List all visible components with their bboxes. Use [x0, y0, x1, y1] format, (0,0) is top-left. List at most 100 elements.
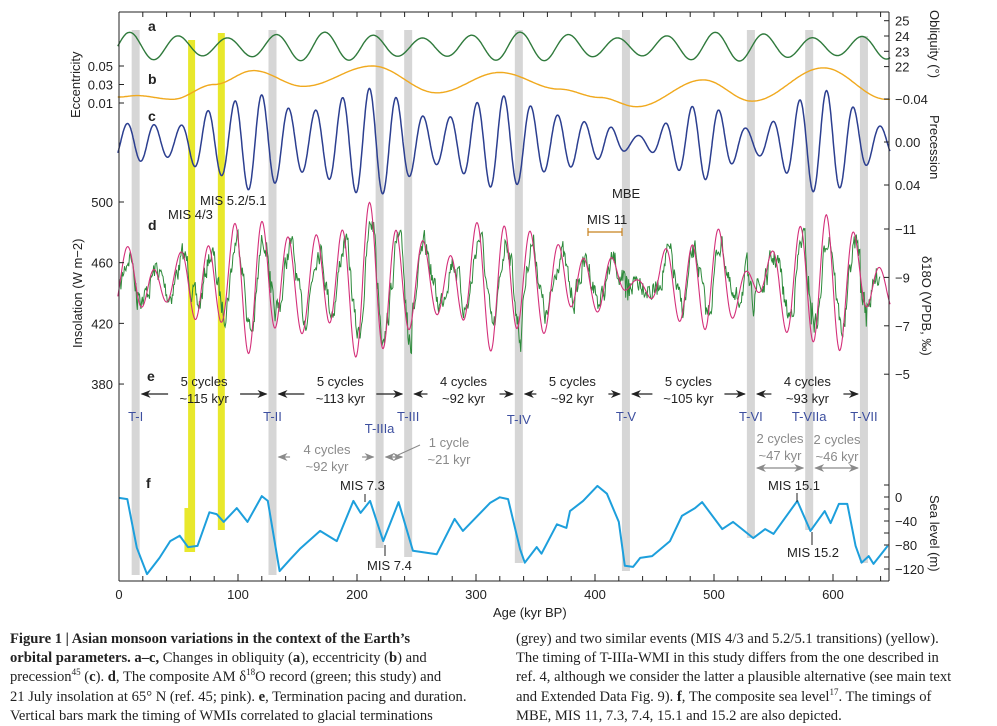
figure-caption-left: Figure 1 | Asian monsoon variations in t… — [10, 630, 466, 726]
caption-line: and Extended Data Fig. 9). f, The compos… — [516, 688, 951, 707]
insolation-line — [118, 202, 890, 357]
d18o-axis-label: δ18O (VPDB, ‰) — [919, 256, 934, 356]
annotation-mis-11: MIS 11 — [587, 212, 627, 227]
precession-line — [118, 88, 890, 193]
annotation-mis-7-3: MIS 7.3 — [340, 478, 385, 493]
caption-text: (grey) and two similar events (MIS 4/3 a… — [516, 631, 939, 647]
annotation-mbe: MBE — [612, 186, 641, 201]
eccentricity-line — [118, 66, 890, 107]
caption-line: Vertical bars mark the timing of WMIs co… — [10, 707, 466, 726]
annotation-mis-4-3: MIS 4/3 — [168, 207, 213, 222]
pacing-duration-label: ~92 kyr — [306, 459, 350, 474]
caption-line: (grey) and two similar events (MIS 4/3 a… — [516, 630, 951, 649]
panel-label-e: e — [147, 368, 155, 384]
termination-label-t-iiia: T-IIIa — [365, 421, 395, 436]
obliquity-tick-label: 24 — [895, 29, 909, 44]
caption-superscript: 45 — [72, 668, 81, 678]
caption-superscript: 18 — [246, 668, 255, 678]
caption-line: orbital parameters. a–c, Changes in obli… — [10, 649, 466, 668]
pacing-duration-label: ~21 kyr — [428, 452, 472, 467]
termination-pacing: T-I T-II T-IIIaT-III T-IV T-V T-VI T-VIIa T-VII… — [128, 374, 878, 474]
caption-text: b — [389, 650, 397, 666]
x-tick-label: 600 — [822, 587, 844, 602]
caption-text: orbital parameters. a–c, — [10, 650, 159, 666]
termination-bar-t-i — [132, 30, 140, 575]
termination-label-t-vii: T-VII — [850, 409, 877, 424]
x-tick-label: 500 — [703, 587, 725, 602]
x-tick-label: 0 — [115, 587, 122, 602]
figure-1-chart: 0 100 200 300 400 500 600 25242322 −0.04 0.00 0.04… — [0, 0, 997, 625]
termination-label-t-vi: T-VI — [739, 409, 763, 424]
x-tick-label: 200 — [346, 587, 368, 602]
x-tick-label: 400 — [584, 587, 606, 602]
termination-bar-t-iii — [404, 30, 412, 557]
panel-label-a: a — [148, 18, 156, 34]
d18o-tick-label: −5 — [895, 367, 910, 382]
caption-text: O record (green; this study) and — [255, 669, 441, 685]
caption-text: ). — [96, 669, 108, 685]
obliquity-tick-label: 25 — [895, 14, 909, 29]
eccentricity-tick-label: 0.05 — [88, 59, 113, 74]
termination-label-t-i: T-I — [128, 409, 143, 424]
pacing-duration-label: ~115 kyr — [179, 391, 229, 406]
pacing-cycles-label: 5 cycles — [317, 374, 364, 389]
termination-label-t-iv: T-IV — [507, 412, 531, 427]
mis-11-bracket — [588, 228, 622, 236]
caption-text: precession — [10, 669, 72, 685]
pacing-cycles-label: 1 cycle — [429, 435, 469, 450]
insolation-tick-label: 420 — [91, 316, 113, 331]
caption-text: Figure 1 | Asian monsoon variations in t… — [10, 631, 410, 647]
caption-text: . The timings of — [838, 689, 931, 705]
precession-axis-label: Precession — [927, 115, 942, 179]
d18o-tick-label: −7 — [895, 319, 910, 334]
pacing-cycles-label: 2 cycles — [757, 431, 804, 446]
caption-line: ref. 4, although we consider the latter … — [516, 668, 951, 687]
x-tick-label: 300 — [465, 587, 487, 602]
panel-label-d: d — [148, 217, 157, 233]
pacing-duration-label: ~105 kyr — [663, 391, 714, 406]
sea-level-tick-label: −40 — [895, 514, 917, 529]
caption-text: ref. 4, although we consider the latter … — [516, 669, 951, 685]
panel-label-b: b — [148, 71, 157, 87]
termination-label-t-v: T-V — [616, 409, 637, 424]
yellow-event-bar — [188, 40, 195, 552]
caption-line: precession45 (c). d, The composite AM δ1… — [10, 668, 466, 687]
eccentricity-tick-label: 0.03 — [88, 78, 113, 93]
termination-label-t-iii: T-III — [397, 409, 419, 424]
pacing-duration-label: ~46 kyr — [816, 449, 860, 464]
obliquity-line — [118, 32, 890, 61]
pacing-duration-label: ~93 kyr — [786, 391, 830, 406]
d18o-tick-label: −9 — [895, 270, 910, 285]
caption-text: , The composite AM δ — [116, 669, 246, 685]
termination-bar-t-v — [622, 30, 630, 571]
sea-level-axis-label: Sea level (m) — [927, 495, 942, 572]
eccentricity-axis-label: Eccentricity — [68, 51, 83, 118]
caption-text: ) and — [397, 650, 427, 666]
figure-caption-right: (grey) and two similar events (MIS 4/3 a… — [516, 630, 951, 726]
precession-tick-label: 0.00 — [895, 135, 920, 150]
annotation-mis-15-1: MIS 15.1 — [768, 478, 820, 493]
obliquity-tick-label: 22 — [895, 60, 909, 75]
insolation-axis-label: Insolation (W m−2) — [70, 239, 85, 348]
caption-text: 21 July insolation at 65° N (ref. 45; pi… — [10, 689, 259, 705]
caption-text: , Termination pacing and duration. — [265, 689, 466, 705]
pacing-cycles-label: 5 cycles — [665, 374, 712, 389]
caption-line: The timing of T-IIIa-WMI in this study d… — [516, 649, 951, 668]
caption-text: ), eccentricity ( — [300, 650, 389, 666]
pacing-cycles-label: 5 cycles — [549, 374, 596, 389]
caption-line: Figure 1 | Asian monsoon variations in t… — [10, 630, 466, 649]
caption-text: ( — [81, 669, 90, 685]
pacing-duration-label: ~92 kyr — [442, 391, 486, 406]
pacing-cycles-label: 4 cycles — [304, 442, 351, 457]
termination-label-t-viia: T-VIIa — [792, 409, 827, 424]
pacing-duration-label: ~92 kyr — [551, 391, 595, 406]
x-tick-label: 100 — [227, 587, 249, 602]
pacing-cycles-label: 2 cycles — [814, 432, 861, 447]
pacing-cycles-label: 5 cycles — [181, 374, 228, 389]
caption-text: Changes in obliquity ( — [159, 650, 293, 666]
pacing-duration-label: ~47 kyr — [759, 448, 803, 463]
pacing-cycles-label: 4 cycles — [440, 374, 487, 389]
annotation-mis-7-4: MIS 7.4 — [367, 558, 412, 573]
sea-level-tick-label: −120 — [895, 562, 924, 577]
caption-text: , The composite sea level — [682, 689, 830, 705]
